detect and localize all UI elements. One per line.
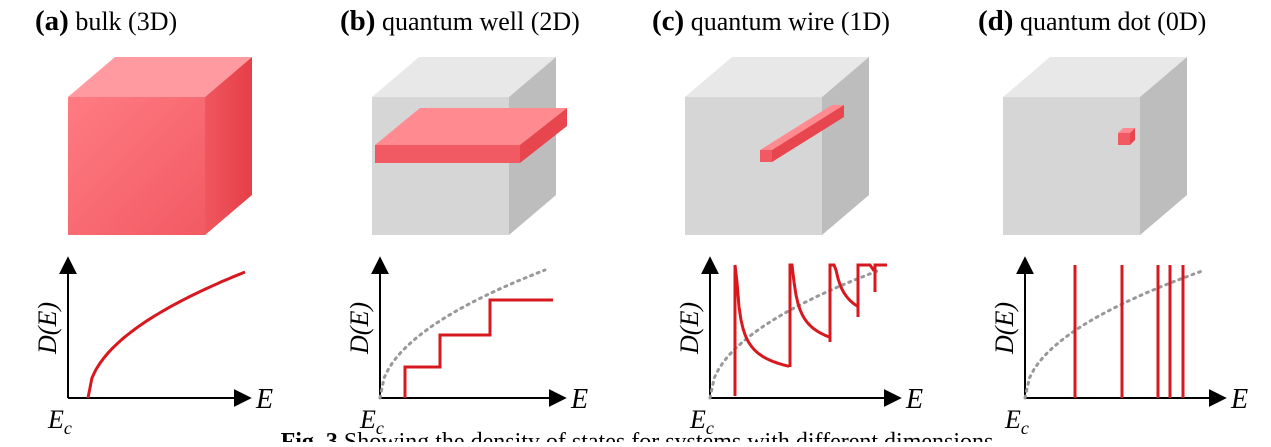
reference-curve <box>1023 268 1207 400</box>
cube-front <box>1003 97 1140 235</box>
panel-title: (b) quantum well (2D) <box>340 5 580 37</box>
edge-sub: c <box>64 418 72 438</box>
edge-base: E <box>689 405 706 434</box>
reference-curve <box>708 268 882 400</box>
y-axis-label: D(E) <box>345 302 374 355</box>
reference-curve <box>378 268 547 400</box>
cube-top <box>1003 57 1187 97</box>
edge-label: Ec <box>47 405 72 438</box>
edge-base: E <box>1004 405 1021 434</box>
cube-side <box>205 57 252 235</box>
cube-front <box>68 97 205 235</box>
panel-name: bulk (3D) <box>75 7 177 36</box>
edge-label: Ec <box>359 405 384 438</box>
cube-top <box>68 57 252 97</box>
panel-label: (b) <box>340 5 375 37</box>
cube-top <box>372 57 556 97</box>
slab-top <box>375 108 567 145</box>
wire-top <box>760 105 844 150</box>
panel-title: (a) bulk (3D) <box>35 5 177 37</box>
edge-label: Ec <box>1004 405 1029 438</box>
slab-front <box>375 145 520 163</box>
wire-side <box>772 105 844 162</box>
x-axis-label: E <box>570 384 588 415</box>
y-axis-label: D(E) <box>675 302 704 355</box>
panel-name: quantum well (2D) <box>382 7 580 36</box>
caption: Fig. 3 Showing the density of states for… <box>281 429 1000 442</box>
cube-side <box>822 57 869 235</box>
panel-label: (d) <box>978 5 1013 37</box>
cube-top <box>685 57 869 97</box>
cube-front <box>1118 133 1130 145</box>
caption-label: Fig. 3 <box>281 429 338 442</box>
cube-side <box>1140 57 1187 235</box>
dos-curve <box>86 270 246 399</box>
dos-steps <box>403 298 553 398</box>
y-axis-label: D(E) <box>33 302 62 355</box>
edge-label: Ec <box>689 405 714 438</box>
panel-name: quantum dot (0D) <box>1020 7 1206 36</box>
cube-side <box>1130 128 1135 145</box>
edge-sub: c <box>1021 418 1029 438</box>
edge-base: E <box>359 405 376 434</box>
cube-top <box>1118 128 1135 133</box>
panel-title: (d) quantum dot (0D) <box>978 5 1206 37</box>
panel-label: (c) <box>652 5 684 37</box>
x-axis-label: E <box>255 384 273 415</box>
panel-label: (a) <box>35 5 69 37</box>
x-axis-label: E <box>905 384 923 415</box>
edge-sub: c <box>376 418 384 438</box>
caption-text: Showing the density of states for system… <box>344 429 1000 442</box>
panel-title: (c) quantum wire (1D) <box>652 5 890 37</box>
wire-front <box>760 150 772 162</box>
y-axis-label: D(E) <box>990 302 1019 355</box>
panel-name: quantum wire (1D) <box>691 7 890 36</box>
x-axis-label: E <box>1230 384 1248 415</box>
slab-side <box>520 108 567 163</box>
cube-front <box>685 97 822 235</box>
dos-spikes <box>733 263 887 396</box>
edge-sub: c <box>706 418 714 438</box>
edge-base: E <box>47 405 64 434</box>
